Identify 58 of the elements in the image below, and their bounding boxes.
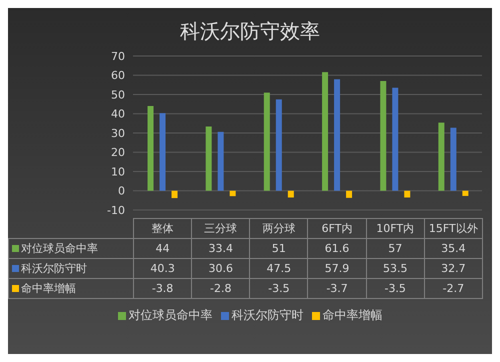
bar: [450, 128, 456, 191]
data-label: -3.5: [366, 278, 424, 298]
legend-label: 科沃尔防守时: [8, 258, 134, 278]
data-label: -3.5: [250, 278, 308, 298]
data-label: -3.8: [134, 278, 192, 298]
y-tick-label: 60: [111, 69, 125, 82]
bar: [276, 99, 282, 191]
data-label: 35.4: [424, 238, 482, 258]
data-label: -3.7: [308, 278, 366, 298]
bar: [404, 190, 410, 198]
legend-label: 对位球员命中率: [8, 238, 134, 258]
data-label: 30.6: [192, 258, 250, 278]
bar: [346, 190, 352, 198]
y-tick-label: 40: [111, 108, 125, 121]
bar: [288, 190, 294, 198]
bar: [218, 132, 224, 191]
data-label: 44: [134, 238, 192, 258]
x-tick-label: 三分球: [192, 218, 250, 238]
legend-label: 命中率增幅: [322, 307, 382, 324]
y-tick-label: 10: [111, 165, 125, 178]
data-label: 33.4: [192, 238, 250, 258]
bar: [380, 81, 386, 191]
bar: [160, 113, 166, 191]
data-label: -2.7: [424, 278, 482, 298]
y-tick-label: 0: [118, 184, 125, 198]
x-tick-label: 6FT内: [308, 218, 366, 238]
bar: [438, 122, 444, 191]
bar: [334, 79, 340, 191]
bar: [206, 126, 212, 191]
text: 科沃尔防守时: [232, 308, 304, 322]
bar: [264, 92, 270, 191]
text: 命中率增幅: [21, 282, 76, 295]
x-tick-label: 整体: [134, 218, 192, 238]
data-label: 47.5: [250, 258, 308, 278]
bar: [322, 72, 328, 191]
data-label: 51: [250, 238, 308, 258]
bar: [392, 88, 398, 191]
chart-title: 科沃尔防守效率: [179, 18, 321, 45]
data-label: 57: [366, 238, 424, 258]
text: 对位球员命中率: [128, 308, 212, 322]
x-tick-label: 15FT以外: [424, 218, 482, 238]
data-label: 57.9: [308, 258, 366, 278]
data-label: -2.8: [192, 278, 250, 298]
data-label: 32.7: [424, 258, 482, 278]
x-tick-label: 10FT内: [366, 218, 424, 238]
y-tick-label: -10: [107, 204, 125, 217]
x-tick-label: 两分球: [250, 218, 308, 238]
bar: [462, 190, 468, 196]
y-tick-label: 30: [111, 126, 125, 140]
y-tick-label: 20: [111, 146, 125, 160]
data-label: 40.3: [134, 258, 192, 278]
data-label: 61.6: [308, 238, 366, 258]
y-tick-label: 50: [111, 88, 125, 102]
bar: [230, 190, 236, 196]
data-label: 53.5: [366, 258, 424, 278]
y-tick-label: 70: [111, 50, 125, 63]
bar: [172, 190, 178, 198]
bar: [148, 106, 154, 191]
